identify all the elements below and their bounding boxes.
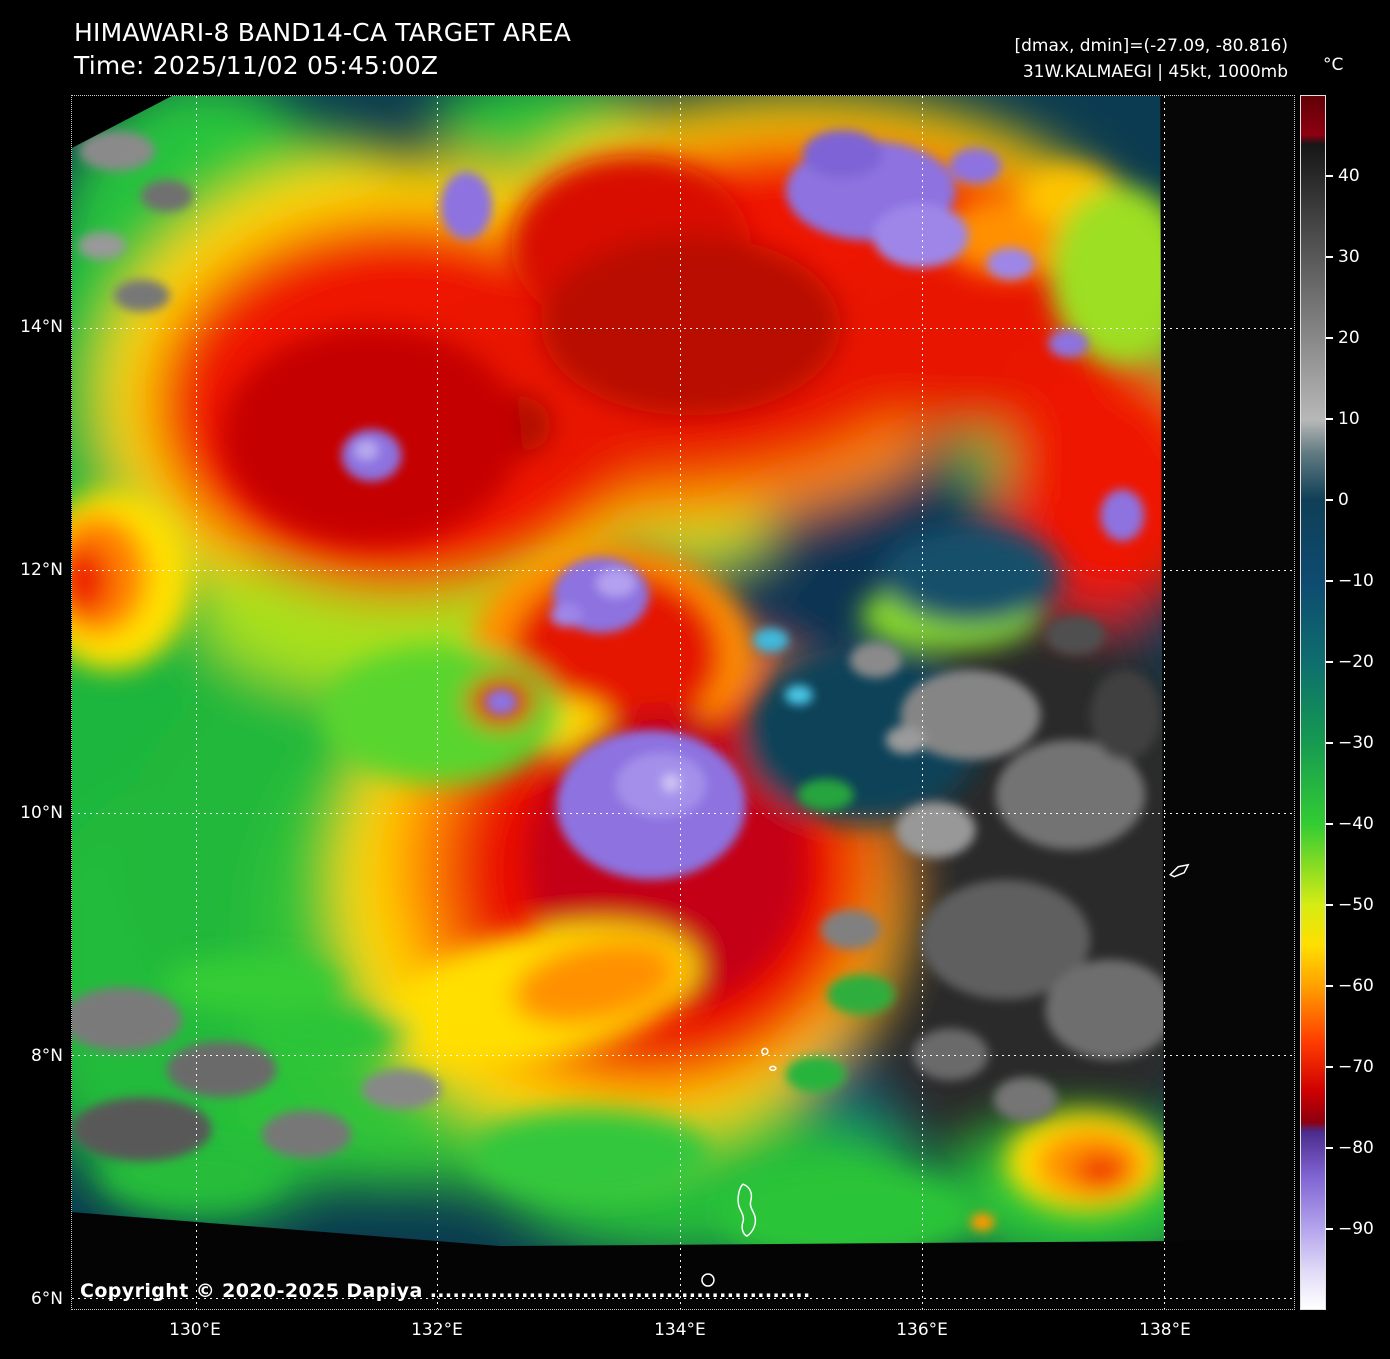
- colorbar-tick-label: −30: [1338, 733, 1374, 753]
- colorbar-tick-label: −20: [1338, 652, 1374, 672]
- colorbar-tick-mark: [1326, 256, 1333, 258]
- colorbar-tick-label: −90: [1338, 1219, 1374, 1239]
- satellite-imagery: [72, 96, 1294, 1309]
- gridline-horizontal: [72, 812, 1294, 814]
- gridline-vertical: [195, 96, 197, 1309]
- colorbar-tick-mark: [1326, 1147, 1333, 1149]
- colorbar-tick-label: 20: [1338, 328, 1360, 348]
- y-tick-label: 14°N: [20, 316, 63, 337]
- map-area: Copyright © 2020-2025 Dapiya ...........…: [71, 95, 1295, 1310]
- colorbar-tick-mark: [1326, 823, 1333, 825]
- celsius-unit-label: °C: [1323, 55, 1344, 75]
- colorbar-tick-mark: [1326, 418, 1333, 420]
- gridline-horizontal: [72, 1297, 1294, 1299]
- colorbar-tick-mark: [1326, 904, 1333, 906]
- colorbar-tick-label: 10: [1338, 409, 1360, 429]
- colorbar-tick-mark: [1326, 580, 1333, 582]
- storm-info-label: 31W.KALMAEGI | 45kt, 1000mb: [1022, 62, 1288, 83]
- colorbar-tick-mark: [1326, 985, 1333, 987]
- colorbar-tick-mark: [1326, 499, 1333, 501]
- colorbar: [1300, 95, 1326, 1310]
- coastline-overlay: [701, 863, 1190, 1287]
- colorbar-tick-label: 30: [1338, 247, 1360, 267]
- colorbar-tick-mark: [1326, 661, 1333, 663]
- colorbar-tick-mark: [1326, 175, 1333, 177]
- gridline-horizontal: [72, 327, 1294, 329]
- figure-time: Time: 2025/11/02 05:45:00Z: [74, 51, 439, 80]
- figure-title-block: HIMAWARI-8 BAND14-CA TARGET AREA Time: 2…: [74, 16, 571, 82]
- copyright-text: Copyright © 2020-2025 Dapiya ...........…: [80, 1280, 811, 1302]
- gridline-horizontal: [72, 570, 1294, 572]
- y-tick-label: 10°N: [20, 802, 63, 823]
- colorbar-tick-label: −50: [1338, 895, 1374, 915]
- figure-title: HIMAWARI-8 BAND14-CA TARGET AREA: [74, 18, 572, 47]
- colorbar-tick-label: −40: [1338, 814, 1374, 834]
- gridline-vertical: [437, 96, 439, 1309]
- x-tick-label: 130°E: [169, 1320, 221, 1340]
- x-tick-label: 136°E: [896, 1320, 948, 1340]
- no-data-corner: [72, 96, 172, 148]
- y-tick-label: 12°N: [20, 559, 63, 580]
- x-tick-label: 134°E: [654, 1320, 706, 1340]
- colorbar-gradient: [1301, 96, 1325, 1309]
- colorbar-tick-label: −60: [1338, 976, 1374, 996]
- no-data-bottom: [72, 1212, 1294, 1309]
- figure-info-block: [dmax, dmin]=(-27.09, -80.816) 31W.KALMA…: [1015, 33, 1289, 86]
- colorbar-tick-label: 0: [1338, 490, 1349, 510]
- gridline-vertical: [1164, 96, 1166, 1309]
- colorbar-tick-label: −70: [1338, 1057, 1374, 1077]
- x-tick-label: 138°E: [1139, 1320, 1191, 1340]
- colorbar-tick-mark: [1326, 1066, 1333, 1068]
- colorbar-tick-mark: [1326, 742, 1333, 744]
- dmax-dmin-label: [dmax, dmin]=(-27.09, -80.816): [1014, 36, 1289, 56]
- gridline-horizontal: [72, 1055, 1294, 1057]
- y-tick-label: 6°N: [30, 1288, 63, 1309]
- no-data-right: [1160, 96, 1294, 1309]
- colorbar-tick-label: −10: [1338, 571, 1374, 591]
- colorbar-tick-label: −80: [1338, 1138, 1374, 1158]
- gridline-vertical: [679, 96, 681, 1309]
- colorbar-tick-mark: [1326, 337, 1333, 339]
- colorbar-tick-label: 40: [1338, 166, 1360, 186]
- colorbar-tick-mark: [1326, 1228, 1333, 1230]
- gridline-vertical: [921, 96, 923, 1309]
- y-tick-label: 8°N: [30, 1045, 63, 1066]
- x-tick-label: 132°E: [411, 1320, 463, 1340]
